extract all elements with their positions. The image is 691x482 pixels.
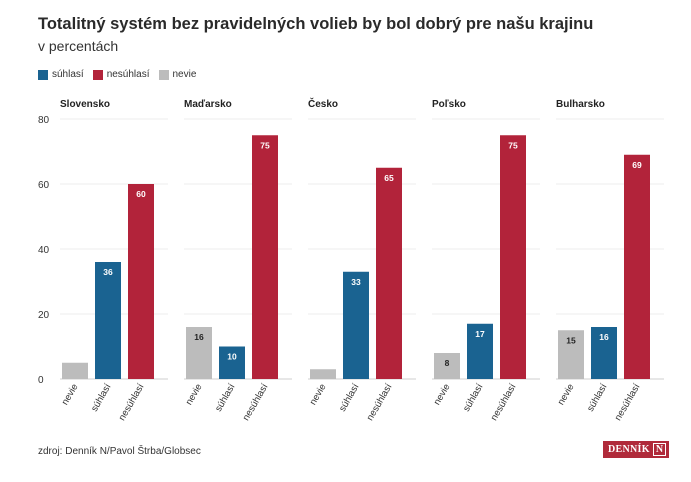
y-tick-label: 80 (38, 115, 50, 126)
data-label: 17 (475, 329, 485, 339)
bar-nevie (434, 353, 460, 379)
legend-item-suhlasi: súhlasí (38, 69, 84, 80)
x-tick-label: nesúhlasí (613, 382, 643, 423)
logo-text: DENNÍK (608, 444, 650, 455)
x-tick-label: nesúhlasí (489, 382, 519, 423)
y-tick-label: 40 (38, 245, 50, 256)
bar-súhlasí (591, 327, 617, 379)
bar-nesúhlasí (128, 184, 154, 379)
panel-title: Poľsko (432, 99, 466, 110)
bar-nesúhlasí (252, 135, 278, 379)
chart-title: Totalitný systém bez pravidelných volieb… (38, 15, 594, 33)
bar-nevie (186, 327, 212, 379)
y-tick-label: 60 (38, 180, 50, 191)
source-note: zdroj: Denník N/Pavol Štrba/Globsec (38, 446, 201, 457)
legend-item-nesuhlasi: nesúhlasí (92, 69, 150, 80)
x-tick-label: súhlasí (585, 382, 610, 414)
panel-title: Česko (308, 97, 338, 110)
data-label: 36 (103, 267, 113, 277)
x-tick-label: nevie (184, 382, 205, 407)
legend-label-suhlasi: súhlasí (52, 69, 84, 80)
bar-nevie (558, 330, 584, 379)
y-tick-label: 0 (38, 375, 44, 386)
chart-subtitle: v percentách (38, 38, 119, 54)
x-tick-label: nevie (556, 382, 577, 407)
x-tick-label: nesúhlasí (365, 382, 395, 423)
x-tick-label: súhlasí (461, 382, 486, 414)
bar-nevie (310, 369, 336, 379)
small-multiples-bar-chart: 0 20 40 60 80 Slovensko nevie 36 súhlasí 60 nesúhl… (38, 97, 664, 423)
bar-súhlasí (219, 346, 245, 379)
bar-nesúhlasí (500, 135, 526, 379)
x-tick-label: súhlasí (337, 382, 362, 414)
panel-title: Bulharsko (556, 99, 605, 110)
legend-label-nevie: nevie (172, 69, 197, 80)
data-label: 69 (632, 160, 642, 170)
data-label: 65 (384, 173, 394, 183)
x-tick-label: súhlasí (213, 382, 238, 414)
data-label: 15 (566, 335, 576, 345)
data-label: 33 (351, 277, 361, 287)
x-tick-label: nevie (432, 382, 453, 407)
bar-súhlasí (343, 271, 369, 379)
bar-súhlasí (95, 262, 121, 379)
bar-nesúhlasí (624, 154, 650, 379)
x-tick-label: súhlasí (89, 382, 114, 414)
x-tick-label: nesúhlasí (241, 382, 271, 423)
legend-item-nevie: nevie (158, 69, 197, 80)
data-label: 75 (508, 140, 518, 150)
x-tick-label: nevie (60, 382, 81, 407)
y-tick-label: 20 (38, 310, 50, 321)
data-label: 8 (445, 358, 450, 368)
legend-label-nesuhlasi: nesúhlasí (106, 69, 150, 80)
bar-nesúhlasí (376, 167, 402, 379)
data-label: 60 (136, 189, 146, 199)
dennik-n-logo: DENNÍK N (603, 441, 670, 458)
x-tick-label: nesúhlasí (117, 382, 147, 423)
legend: súhlasí nesúhlasí nevie (38, 69, 205, 80)
bar-súhlasí (467, 323, 493, 379)
logo-mark: N (652, 443, 667, 456)
data-label: 16 (194, 332, 204, 342)
bar-nevie (62, 362, 88, 379)
legend-swatch-nevie (158, 69, 169, 80)
legend-swatch-suhlasi (38, 69, 48, 80)
x-tick-label: nevie (308, 382, 329, 407)
panel-title: Slovensko (60, 99, 110, 110)
panel-title: Maďarsko (184, 99, 232, 110)
legend-swatch-nesuhlasi (92, 69, 103, 80)
data-label: 10 (227, 352, 237, 362)
data-label: 75 (260, 140, 270, 150)
data-label: 16 (599, 332, 609, 342)
